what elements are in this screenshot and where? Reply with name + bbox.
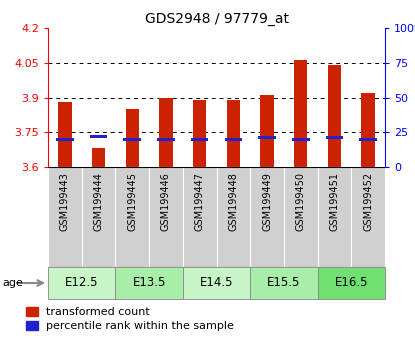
Bar <box>183 267 250 299</box>
Bar <box>191 138 208 141</box>
Text: E16.5: E16.5 <box>334 276 368 290</box>
Bar <box>317 267 385 299</box>
Bar <box>82 167 115 267</box>
Text: E13.5: E13.5 <box>132 276 166 290</box>
Bar <box>183 167 217 267</box>
Text: GSM199450: GSM199450 <box>296 172 306 231</box>
Text: age: age <box>2 278 23 288</box>
Text: GSM199444: GSM199444 <box>93 172 104 231</box>
Bar <box>317 167 352 267</box>
Bar <box>250 267 317 299</box>
Bar <box>225 138 242 141</box>
Bar <box>328 65 341 167</box>
Bar <box>217 167 250 267</box>
Text: GSM199451: GSM199451 <box>330 172 339 231</box>
Bar <box>125 109 139 167</box>
Text: GSM199447: GSM199447 <box>195 172 205 231</box>
Bar <box>90 135 107 138</box>
Text: GSM199448: GSM199448 <box>228 172 238 231</box>
Bar <box>193 100 206 167</box>
Bar <box>260 95 274 167</box>
Text: E15.5: E15.5 <box>267 276 300 290</box>
Bar <box>48 167 82 267</box>
Bar <box>124 138 141 141</box>
Text: E12.5: E12.5 <box>65 276 98 290</box>
Text: GSM199449: GSM199449 <box>262 172 272 231</box>
Bar <box>361 93 375 167</box>
Bar <box>115 167 149 267</box>
Bar <box>159 97 173 167</box>
Bar <box>56 138 73 141</box>
Text: GSM199445: GSM199445 <box>127 172 137 231</box>
Bar <box>352 167 385 267</box>
Bar <box>294 61 308 167</box>
Bar <box>326 136 343 139</box>
Title: GDS2948 / 97779_at: GDS2948 / 97779_at <box>144 12 288 25</box>
Bar <box>157 138 175 141</box>
Bar <box>115 267 183 299</box>
Legend: transformed count, percentile rank within the sample: transformed count, percentile rank withi… <box>22 302 239 336</box>
Bar <box>250 167 284 267</box>
Text: GSM199443: GSM199443 <box>60 172 70 231</box>
Bar <box>149 167 183 267</box>
Bar <box>284 167 317 267</box>
Bar <box>58 102 72 167</box>
Text: GSM199446: GSM199446 <box>161 172 171 231</box>
Bar <box>227 100 240 167</box>
Bar <box>92 148 105 167</box>
Bar <box>359 138 377 141</box>
Text: GSM199452: GSM199452 <box>363 172 373 231</box>
Text: E14.5: E14.5 <box>200 276 233 290</box>
Bar <box>258 136 276 139</box>
Bar <box>48 267 115 299</box>
Bar <box>292 138 310 141</box>
